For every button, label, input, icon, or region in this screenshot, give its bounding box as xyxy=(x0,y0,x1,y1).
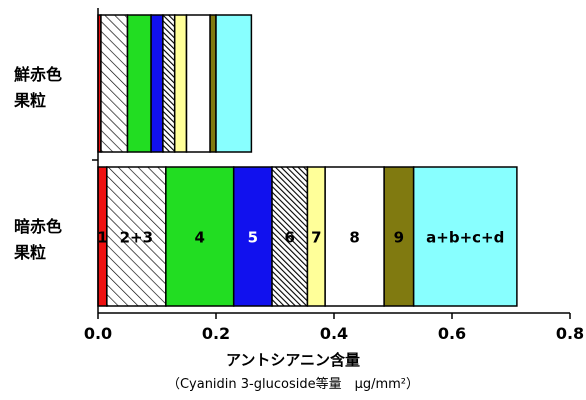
x-axis-ticks: 0.0 0.2 0.4 0.6 0.8 xyxy=(84,159,584,343)
x-tick-label: 0.0 xyxy=(84,324,112,343)
segment-label-4: 4 xyxy=(195,229,205,247)
bar-segment-dark-red-9 xyxy=(383,166,415,307)
x-tick-label: 0.2 xyxy=(202,324,230,343)
x-axis-subtitle: （Cyanidin 3-glucoside等量 μg/mm²） xyxy=(166,377,420,392)
bar-segment-dark-red-8 xyxy=(324,166,385,307)
bar-segment-bright-red-4 xyxy=(126,14,152,153)
category-label-bright-red: 鮮赤色 果粒 xyxy=(14,62,62,114)
segment-label-9: 9 xyxy=(394,229,404,247)
bar-segment-bright-red-8 xyxy=(185,14,211,153)
segment-label-6: 6 xyxy=(285,229,295,247)
bar-segments xyxy=(97,14,518,307)
category-label-dark-red: 暗赤色 果粒 xyxy=(14,214,62,266)
bar-segment-bright-red-a-b-c-d xyxy=(215,14,253,153)
bar-segment-bright-red-5 xyxy=(150,14,164,153)
category-label-bright-red-line2: 果粒 xyxy=(14,91,47,110)
segment-label-2-3: 2+3 xyxy=(120,229,153,247)
bar-segment-dark-red-2-3 xyxy=(106,166,167,307)
x-axis-title: アントシアニン含量 xyxy=(225,351,361,369)
segment-labels: 1 2+3 4 5 6 7 8 9 a+b+c+d xyxy=(97,229,504,247)
segment-label-5: 5 xyxy=(248,229,258,247)
x-tick-label: 0.8 xyxy=(556,324,584,343)
category-label-bright-red-line1: 鮮赤色 xyxy=(14,65,63,84)
segment-label-a-b-c-d: a+b+c+d xyxy=(426,229,504,247)
bar-segment-bright-red-6 xyxy=(162,14,176,153)
bar-segment-dark-red-6 xyxy=(271,166,309,307)
x-tick-label: 0.6 xyxy=(438,324,466,343)
bar-segment-bright-red-9 xyxy=(209,14,217,153)
bar-segment-dark-red-a-b-c-d xyxy=(412,166,518,307)
bar-segment-bright-red-2-3 xyxy=(100,14,129,153)
category-label-dark-red-line1: 暗赤色 xyxy=(14,217,63,236)
category-label-dark-red-line2: 果粒 xyxy=(14,243,47,262)
bar-segment-bright-red-7 xyxy=(173,14,188,153)
segment-label-8: 8 xyxy=(349,229,359,247)
bar-segment-dark-red-5 xyxy=(232,166,273,307)
x-tick-label: 0.4 xyxy=(320,324,348,343)
segment-label-7: 7 xyxy=(311,229,321,247)
segment-label-1: 1 xyxy=(97,229,107,247)
